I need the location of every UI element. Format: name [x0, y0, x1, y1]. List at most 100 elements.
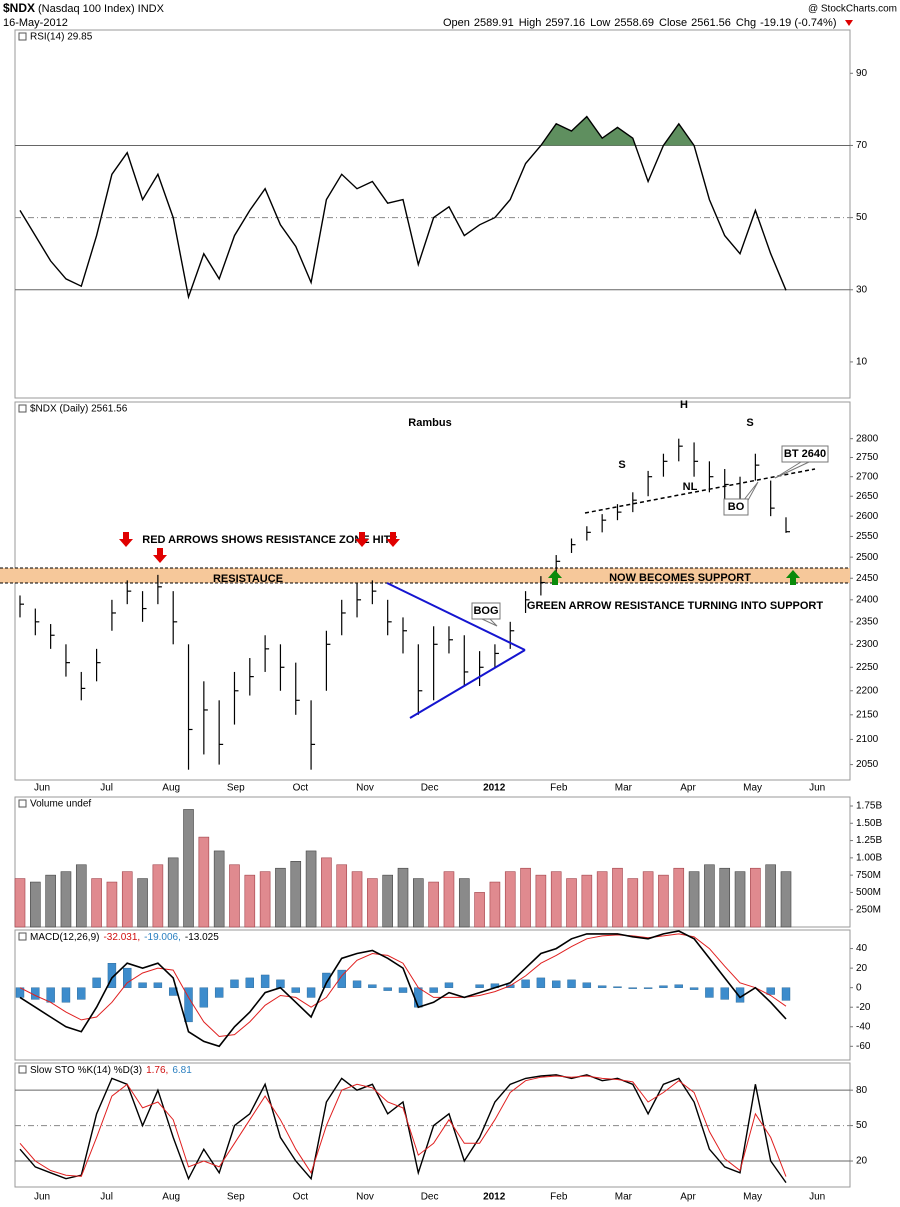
x-tick-label: Feb — [550, 1192, 568, 1203]
volume-bar — [183, 809, 194, 928]
volume-bar — [397, 867, 409, 928]
y-tick-label: 80 — [856, 1085, 868, 1096]
histogram-bar — [521, 979, 530, 988]
y-tick-label: 50 — [856, 212, 868, 223]
annotation: S — [746, 417, 753, 429]
panel-frame — [14, 29, 851, 399]
histogram-bar — [138, 982, 147, 988]
y-tick-label: -60 — [856, 1041, 871, 1052]
index-name: (Nasdaq 100 Index) INDX — [38, 3, 165, 15]
volume-bar — [642, 871, 654, 928]
legend-part: -13.025 — [185, 932, 219, 943]
legend: MACD(12,26,9) -32.031, -19.006, -13.025 — [30, 932, 219, 943]
y-tick-label: 2250 — [856, 662, 879, 673]
volume-bar — [504, 871, 516, 928]
histogram-bar — [368, 984, 377, 988]
volume-bar — [75, 864, 87, 928]
annotation: H — [680, 399, 688, 411]
callout-pointer — [481, 618, 498, 627]
volume-bar — [275, 867, 286, 928]
histogram-bar — [567, 979, 576, 988]
x-tick-label: May — [743, 783, 762, 794]
x-tick-label: 2012 — [483, 1192, 506, 1203]
open-value: 2589.91 — [474, 17, 514, 29]
red-arrow — [386, 532, 400, 547]
histogram-bar — [107, 963, 117, 988]
legend-icon — [18, 32, 27, 41]
volume-bar — [213, 850, 225, 928]
x-tick-label: Feb — [550, 783, 568, 794]
close-label: Close — [659, 17, 687, 29]
legend-part: MACD(12,26,9) — [30, 932, 99, 943]
y-tick-label: 500M — [856, 887, 881, 898]
legend-part: -19.006, — [144, 932, 181, 943]
credit: @ StockCharts.com — [808, 4, 897, 15]
histogram-bar — [291, 987, 300, 993]
y-tick-label: 2550 — [856, 531, 879, 542]
y-tick-label: 1.00B — [856, 852, 882, 863]
legend: $NDX (Daily) 2561.56 — [30, 404, 128, 415]
volume-bar — [30, 881, 41, 928]
histogram-bar — [77, 987, 86, 1000]
y-tick-label: -40 — [856, 1021, 871, 1032]
open-label: Open — [443, 17, 470, 29]
volume-bar — [673, 867, 685, 928]
x-tick-label: Apr — [680, 1192, 696, 1203]
volume-bar — [14, 878, 26, 928]
y-tick-label: 250M — [856, 904, 881, 915]
down-triangle — [845, 20, 853, 26]
histogram-bar — [199, 987, 209, 1008]
high-value: 2597.16 — [545, 17, 585, 29]
x-tick-label: Apr — [680, 783, 696, 794]
legend-part: Slow STO %K(14) %D(3) — [30, 1065, 142, 1076]
volume-bar — [750, 867, 761, 928]
x-tick-label: 2012 — [483, 783, 506, 794]
y-tick-label: 2700 — [856, 471, 879, 482]
histogram-bar — [689, 987, 699, 990]
legend-icon — [18, 932, 27, 941]
legend-icon — [18, 799, 27, 808]
volume-bar — [550, 871, 562, 928]
volume-bar — [596, 871, 608, 928]
annotation: RESISTAUCE — [213, 573, 283, 585]
close-value: 2561.56 — [691, 17, 731, 29]
x-tick-label: Nov — [356, 1192, 374, 1203]
volume-bar — [45, 874, 56, 928]
y-tick-label: 90 — [856, 68, 868, 79]
histogram-bar — [61, 987, 71, 1003]
x-tick-label: Dec — [421, 1192, 439, 1203]
callout-box — [781, 445, 829, 463]
histogram-bar — [475, 984, 484, 988]
y-tick-label: 2400 — [856, 594, 879, 605]
legend: Slow STO %K(14) %D(3) 1.76, 6.81 — [30, 1065, 192, 1076]
volume-bar — [627, 878, 639, 928]
y-tick-label: 70 — [856, 140, 868, 151]
green-arrow — [548, 570, 562, 585]
volume-bar — [367, 878, 378, 928]
volume-bar — [244, 874, 256, 928]
volume-bar — [489, 881, 501, 928]
header-date: 16-May-2012 — [3, 17, 68, 29]
x-tick-label: Jun — [809, 1192, 825, 1203]
legend-icon — [18, 404, 27, 413]
x-tick-label: Sep — [227, 783, 245, 794]
histogram-bar — [536, 977, 546, 988]
volume-bar — [719, 867, 731, 928]
y-tick-label: 40 — [856, 943, 868, 954]
volume-bar — [60, 871, 72, 928]
volume-bar — [259, 871, 271, 928]
y-tick-label: 1.50B — [856, 818, 882, 829]
legend: Volume undef — [30, 799, 91, 810]
y-tick-label: 2650 — [856, 491, 879, 502]
red-arrow — [355, 532, 369, 547]
x-tick-label: Jun — [809, 783, 825, 794]
y-tick-label: 2150 — [856, 709, 879, 720]
symbol: $NDX — [3, 1, 35, 15]
trend-line — [409, 649, 526, 719]
panel-frame — [14, 401, 851, 781]
y-tick-label: 10 — [856, 357, 868, 368]
histogram-bar — [414, 987, 423, 1008]
